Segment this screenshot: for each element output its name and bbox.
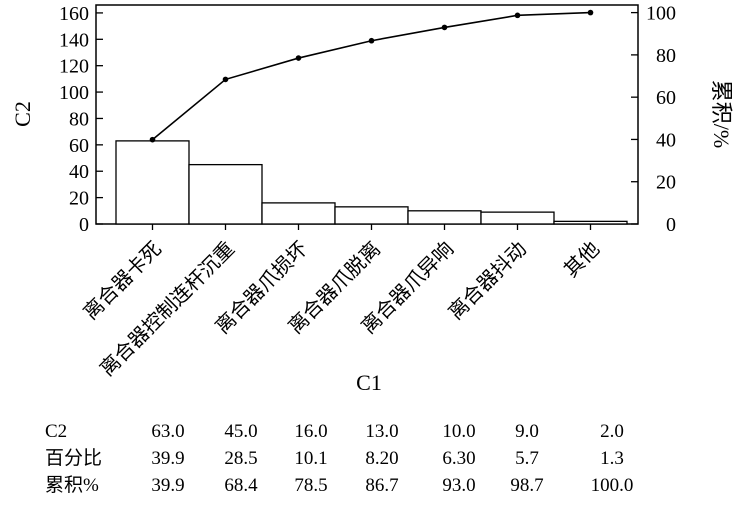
table-cell: 39.9: [151, 475, 184, 496]
y-tick-label: 120: [59, 56, 89, 78]
table-cell: 5.7: [515, 448, 539, 469]
y-tick-label: 80: [69, 108, 89, 130]
table-cell: 98.7: [510, 475, 543, 496]
y2-tick-label: 20: [656, 172, 676, 194]
left-axis: 0 20 40 60 80 100 120 140 160: [59, 3, 103, 236]
bars-layer: [115, 140, 628, 225]
x-axis-title: C1: [356, 370, 382, 395]
data-table: C2 63.0 45.0 16.0 13.0 10.0 9.0 2.0 百分比 39.9 28.5 1…: [45, 421, 633, 496]
bar: [115, 140, 190, 225]
y2-axis-title: 累积/%: [709, 80, 734, 148]
y-tick-label: 40: [69, 161, 89, 183]
cumulative-line: [151, 11, 591, 141]
table-row-label: 累积%: [45, 474, 99, 496]
right-axis: 0 20 40 60 80 100: [631, 3, 676, 236]
table-cell: 93.0: [442, 475, 475, 496]
y2-tick-label: 60: [656, 87, 676, 109]
table-cell: 13.0: [365, 421, 398, 442]
table-cell: 2.0: [600, 421, 624, 442]
y-tick-label: 60: [69, 135, 89, 157]
table-cell: 9.0: [515, 421, 539, 442]
y-tick-label: 20: [69, 188, 89, 210]
y-tick-label: 0: [79, 214, 89, 236]
table-row-label: 百分比: [45, 447, 102, 469]
y2-tick-label: 0: [666, 214, 676, 236]
cumulative-point: [441, 24, 448, 31]
table-cell: 86.7: [365, 475, 398, 496]
cumulative-point: [149, 136, 156, 143]
bar: [261, 202, 336, 225]
category-label: 其他: [559, 237, 604, 282]
y-axis-title: C2: [10, 101, 35, 127]
table-cell: 16.0: [294, 421, 327, 442]
table-row-label: C2: [45, 421, 67, 442]
cumulative-line-layer: [149, 9, 594, 143]
cumulative-point: [514, 12, 521, 19]
bar: [480, 211, 555, 225]
y2-tick-label: 100: [646, 3, 676, 25]
table-cell: 6.30: [442, 448, 475, 469]
table-cell: 68.4: [224, 475, 258, 496]
y2-tick-label: 40: [656, 129, 676, 151]
y2-tick-label: 80: [656, 45, 676, 67]
category-label: 离合器抖动: [444, 237, 531, 324]
table-cell: 8.20: [365, 448, 398, 469]
bar: [334, 206, 409, 225]
cumulative-point: [222, 76, 229, 83]
table-cell: 45.0: [224, 421, 257, 442]
table-cell: 63.0: [151, 421, 184, 442]
table-cell: 1.3: [600, 448, 624, 469]
table-cell: 10.1: [294, 448, 327, 469]
y-tick-label: 160: [59, 3, 89, 25]
table-cell: 100.0: [591, 475, 634, 496]
table-cell: 28.5: [224, 448, 257, 469]
y-tick-label: 140: [59, 29, 89, 51]
table-cell: 39.9: [151, 448, 184, 469]
y-tick-label: 100: [59, 82, 89, 104]
cumulative-point: [368, 37, 375, 44]
bar: [553, 220, 628, 225]
category-label: 离合器控制连杆沉重: [95, 237, 239, 381]
table-cell: 10.0: [442, 421, 475, 442]
cumulative-point: [587, 9, 594, 16]
bar: [188, 163, 263, 225]
cumulative-point: [295, 55, 302, 61]
table-cell: 78.5: [294, 475, 327, 496]
bar: [407, 210, 482, 225]
